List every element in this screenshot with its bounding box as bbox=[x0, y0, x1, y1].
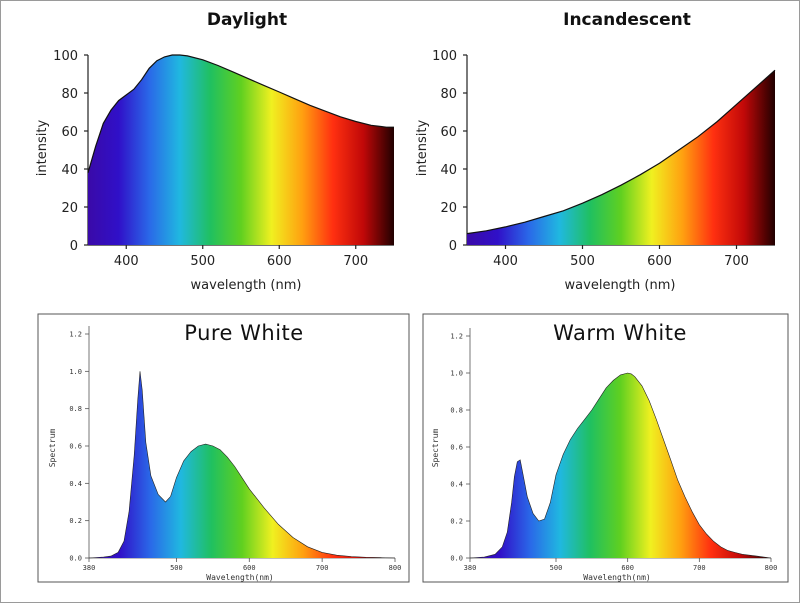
incandescent-x-tick-label: 600 bbox=[647, 254, 672, 269]
daylight-y-tick-label: 80 bbox=[61, 87, 78, 102]
incandescent-y-label: intensity bbox=[415, 120, 430, 177]
warm-white-y-tick-label: 0.6 bbox=[450, 444, 463, 452]
pure-white-x-label: Wavelength(nm) bbox=[206, 573, 273, 582]
incandescent-title: Incandescent bbox=[563, 10, 691, 30]
incandescent-area bbox=[466, 69, 776, 245]
incandescent-y-tick-label: 40 bbox=[440, 163, 457, 178]
incandescent-x-tick-label: 700 bbox=[724, 254, 749, 269]
pure-white-area bbox=[88, 371, 396, 559]
incandescent-x-tick-label: 400 bbox=[493, 254, 518, 269]
incandescent-spectrum-line bbox=[466, 69, 776, 235]
warm-white-title: Warm White bbox=[553, 321, 687, 345]
daylight-spectrum-fill bbox=[88, 55, 394, 245]
pure-white-y-tick-label: 0.8 bbox=[69, 405, 82, 413]
pure-white-spectrum-fill bbox=[89, 371, 395, 558]
pure-white-ticks: 0.0 0.2 0.4 0.6 0.8 1.0 1.2 380 500 600 700 800 bbox=[69, 326, 401, 572]
incandescent-chart: Incandescent wavelength (nm) intensity 0… bbox=[415, 10, 776, 293]
incandescent-ticks: 0 20 40 60 80 100 400 500 600 700 bbox=[432, 49, 775, 269]
pure-white-y-tick-label: 1.0 bbox=[69, 368, 82, 376]
pure-white-x-tick-label: 380 bbox=[83, 564, 96, 572]
warm-white-chart: Warm White Wavelength(nm) Spectrum 0.0 0.… bbox=[422, 313, 789, 583]
daylight-spectrum-line bbox=[87, 54, 394, 173]
pure-white-y-label: Spectrum bbox=[48, 429, 57, 468]
daylight-area bbox=[87, 54, 394, 245]
daylight-y-tick-label: 20 bbox=[61, 201, 78, 216]
pure-white-y-tick-label: 0.4 bbox=[69, 480, 82, 488]
warm-white-spectrum-line bbox=[469, 372, 772, 559]
pure-white-y-tick-label: 0.6 bbox=[69, 443, 82, 451]
warm-white-x-tick-label: 380 bbox=[464, 564, 477, 572]
pure-white-y-tick-label: 0.2 bbox=[69, 517, 82, 525]
pure-white-x-tick-label: 500 bbox=[170, 564, 183, 572]
incandescent-y-tick-label: 80 bbox=[440, 87, 457, 102]
incandescent-y-tick-label: 0 bbox=[449, 239, 457, 254]
warm-white-area bbox=[469, 372, 772, 559]
warm-white-x-tick-label: 800 bbox=[765, 564, 778, 572]
warm-white-y-tick-label: 0.2 bbox=[450, 518, 463, 526]
incandescent-y-tick-label: 100 bbox=[432, 49, 457, 64]
incandescent-y-tick-label: 20 bbox=[440, 201, 457, 216]
warm-white-x-tick-label: 700 bbox=[693, 564, 706, 572]
pure-white-spectrum-line bbox=[88, 371, 396, 559]
warm-white-y-tick-label: 1.2 bbox=[450, 333, 463, 341]
daylight-y-tick-label: 100 bbox=[53, 49, 78, 64]
warm-white-x-label: Wavelength(nm) bbox=[583, 573, 650, 582]
daylight-chart: Daylight wavelength (nm) intensity 0 20 40… bbox=[35, 10, 394, 293]
daylight-title: Daylight bbox=[207, 10, 287, 30]
incandescent-spectrum-fill bbox=[467, 70, 775, 245]
pure-white-x-tick-label: 800 bbox=[389, 564, 402, 572]
incandescent-x-tick-label: 500 bbox=[570, 254, 595, 269]
warm-white-y-tick-label: 1.0 bbox=[450, 370, 463, 378]
daylight-x-label: wavelength (nm) bbox=[191, 278, 302, 293]
warm-white-spectrum-fill bbox=[470, 373, 771, 558]
warm-white-y-label: Spectrum bbox=[431, 429, 440, 468]
daylight-x-tick-label: 700 bbox=[343, 254, 368, 269]
pure-white-x-tick-label: 700 bbox=[316, 564, 329, 572]
pure-white-chart: Pure White Wavelength(nm) Spectrum 0.00.… bbox=[37, 313, 410, 583]
pure-white-y-tick-label: 1.2 bbox=[69, 331, 82, 339]
incandescent-x-label: wavelength (nm) bbox=[565, 278, 676, 293]
pure-white-title: Pure White bbox=[184, 321, 303, 345]
pure-white-y-tick-label: 0.0 bbox=[69, 555, 82, 563]
pure-white-x-tick-label: 600 bbox=[243, 564, 256, 572]
incandescent-y-tick-label: 60 bbox=[440, 125, 457, 140]
daylight-x-tick-label: 500 bbox=[190, 254, 215, 269]
daylight-y-tick-label: 60 bbox=[61, 125, 78, 140]
warm-white-y-tick-label: 0.8 bbox=[450, 407, 463, 415]
daylight-y-tick-label: 40 bbox=[61, 163, 78, 178]
warm-white-y-tick-label: 0.4 bbox=[450, 481, 463, 489]
daylight-x-tick-label: 400 bbox=[114, 254, 139, 269]
warm-white-x-tick-label: 500 bbox=[550, 564, 563, 572]
daylight-y-label: intensity bbox=[35, 120, 50, 177]
daylight-y-tick-label: 0 bbox=[70, 239, 78, 254]
daylight-x-tick-label: 600 bbox=[267, 254, 292, 269]
warm-white-y-tick-label: 0.0 bbox=[450, 555, 463, 563]
warm-white-x-tick-label: 600 bbox=[621, 564, 634, 572]
